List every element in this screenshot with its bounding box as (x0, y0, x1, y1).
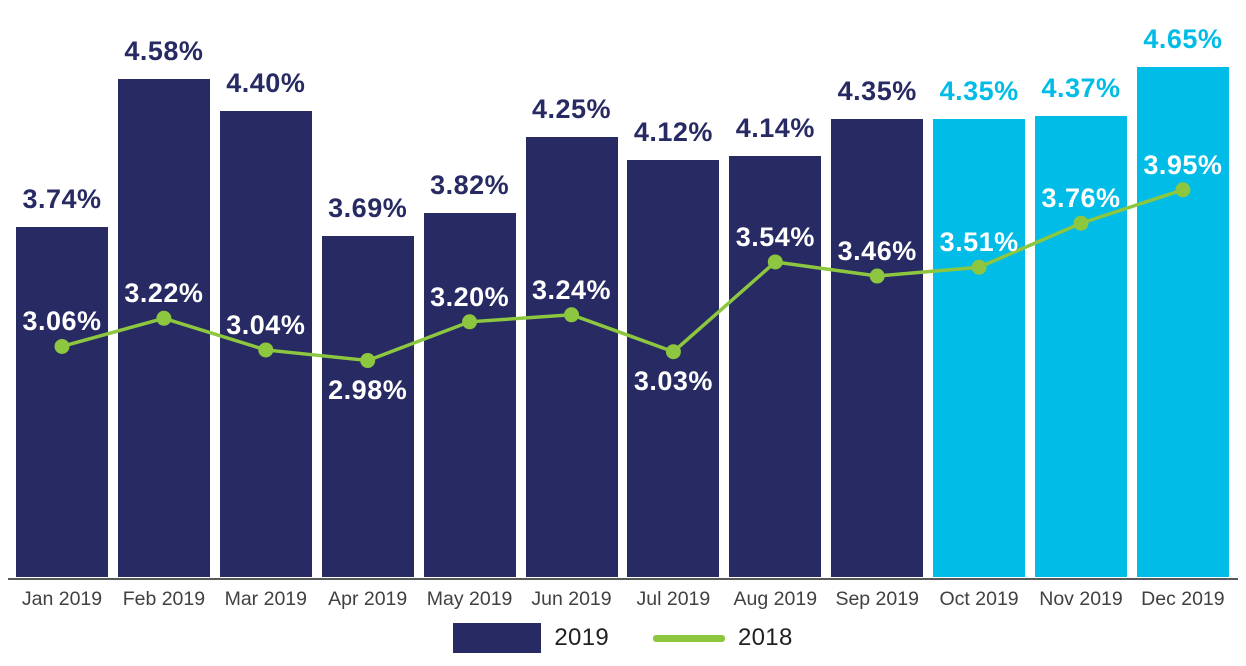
line-value-label-mar-2019: 3.04% (226, 309, 306, 340)
line-value-label-feb-2019: 3.22% (124, 278, 204, 309)
legend: 2019 2018 (0, 618, 1246, 658)
line-point-may-2019 (462, 314, 478, 330)
line-path (61, 188, 1184, 363)
line-value-label-apr-2019: 2.98% (328, 374, 408, 405)
line-point-jun-2019 (564, 307, 579, 323)
x-axis-label-sep-2019: Sep 2019 (835, 588, 919, 610)
bar-value-label-nov-2019: 4.37% (1041, 72, 1121, 103)
x-axis-label-nov-2019: Nov 2019 (1039, 588, 1123, 610)
x-axis-label-may-2019: May 2019 (426, 588, 513, 610)
legend-label-2019: 2019 (554, 624, 609, 651)
bar-value-label-jul-2019: 4.12% (633, 116, 713, 147)
x-axis-line (8, 578, 1238, 580)
bar-value-label-may-2019: 3.82% (430, 169, 510, 200)
bar-value-label-mar-2019: 4.40% (226, 67, 306, 98)
line-point-mar-2019 (258, 342, 274, 358)
line-value-label-dec-2019: 3.95% (1143, 149, 1223, 180)
line-value-label-nov-2019: 3.76% (1041, 183, 1121, 214)
x-axis-label-feb-2019: Feb 2019 (122, 588, 206, 610)
line-point-dec-2019 (1175, 182, 1191, 198)
line-value-label-may-2019: 3.20% (430, 281, 510, 312)
line-point-feb-2019 (156, 310, 172, 326)
x-axis-label-jul-2019: Jul 2019 (636, 588, 711, 610)
x-axis-label-dec-2019: Dec 2019 (1141, 588, 1225, 610)
bar-value-label-sep-2019: 4.35% (837, 76, 917, 107)
line-value-label-oct-2019: 3.51% (939, 227, 1019, 258)
bar-value-label-oct-2019: 4.35% (939, 76, 1019, 107)
x-axis-label-oct-2019: Oct 2019 (939, 588, 1019, 610)
bar-dec-2019 (1136, 66, 1229, 577)
line-value-label-aug-2019: 3.54% (735, 221, 815, 252)
x-axis-label-jun-2019: Jun 2019 (531, 588, 612, 610)
x-axis-label-aug-2019: Aug 2019 (733, 588, 818, 610)
x-axis-label-jan-2019: Jan 2019 (21, 588, 103, 610)
bar-nov-2019 (1035, 115, 1127, 577)
bar-aug-2019 (729, 156, 822, 577)
line-point-apr-2019 (360, 353, 376, 369)
bar-value-label-jan-2019: 3.74% (22, 183, 102, 214)
line-value-label-sep-2019: 3.46% (837, 236, 917, 267)
bar-jul-2019 (627, 159, 720, 577)
line-value-label-jul-2019: 3.03% (633, 365, 713, 396)
bar-may-2019 (423, 212, 516, 577)
bar-value-label-aug-2019: 4.14% (735, 113, 815, 144)
line-point-oct-2019 (971, 259, 987, 275)
bar-value-label-apr-2019: 3.69% (328, 192, 408, 223)
bar-value-label-dec-2019: 4.65% (1143, 23, 1223, 54)
legend-item-2019: 2019 (453, 623, 609, 653)
line-point-nov-2019 (1073, 215, 1089, 231)
bar-jun-2019 (525, 137, 618, 577)
line-point-jan-2019 (54, 338, 70, 354)
bar-jan-2019 (16, 226, 108, 577)
x-axis-label-apr-2019: Apr 2019 (328, 588, 408, 610)
bar-value-label-jun-2019: 4.25% (531, 94, 612, 124)
legend-bar-swatch (453, 623, 542, 653)
bar-apr-2019 (321, 235, 414, 577)
line-point-jul-2019 (665, 344, 681, 360)
x-axis-label-mar-2019: Mar 2019 (224, 588, 307, 610)
line-point-sep-2019 (869, 268, 885, 284)
line-value-label-jun-2019: 3.24% (531, 274, 612, 305)
line-point-aug-2019 (767, 254, 783, 270)
line-value-label-jan-2019: 3.06% (22, 306, 102, 337)
legend-line-swatch (653, 634, 725, 642)
bar-sep-2019 (831, 119, 924, 577)
legend-label-2018: 2018 (738, 624, 793, 651)
bar-value-label-feb-2019: 4.58% (124, 35, 204, 66)
bar-oct-2019 (933, 119, 1026, 577)
legend-item-2018: 2018 (653, 624, 793, 652)
